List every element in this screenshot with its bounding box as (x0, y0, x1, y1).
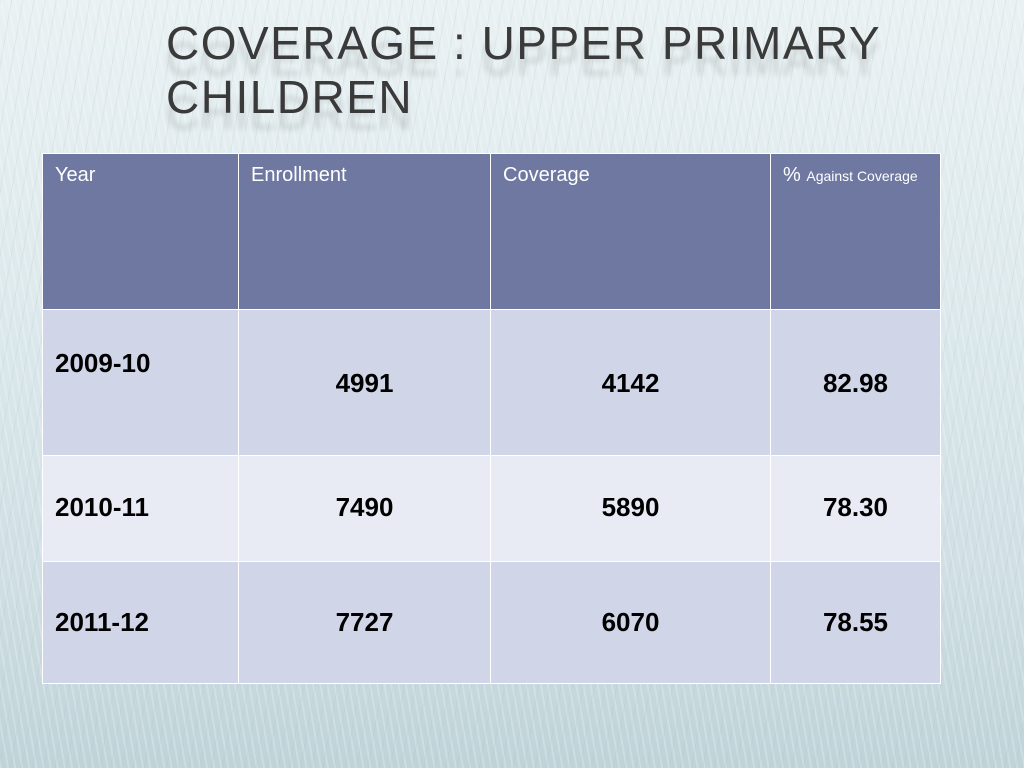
cell-coverage: 4142 (490, 309, 771, 456)
table-row: 2010-11 7490 5890 78.30 (42, 455, 941, 562)
header-enrollment: Enrollment (238, 153, 491, 310)
header-coverage: Coverage (490, 153, 771, 310)
cell-percent: 78.55 (770, 561, 941, 684)
cell-percent: 78.30 (770, 455, 941, 562)
table-row: 2011-12 7727 6070 78.55 (42, 561, 941, 684)
header-percent-against-coverage: % Against Coverage (770, 153, 941, 310)
cell-percent: 82.98 (770, 309, 941, 456)
header-year: Year (42, 153, 239, 310)
cell-coverage: 6070 (490, 561, 771, 684)
coverage-table: Year Enrollment Coverage % Against Cover… (42, 153, 941, 684)
cell-year: 2009-10 (42, 309, 239, 456)
slide-title: COVERAGE : UPPER PRIMARY CHILDREN (166, 17, 881, 123)
cell-enrollment: 4991 (238, 309, 491, 456)
header-percent-label: Against Coverage (806, 168, 918, 184)
cell-coverage: 5890 (490, 455, 771, 562)
cell-year: 2011-12 (42, 561, 239, 684)
table-row: 2009-10 4991 4142 82.98 (42, 309, 941, 456)
cell-enrollment: 7490 (238, 455, 491, 562)
cell-enrollment: 7727 (238, 561, 491, 684)
table-header-row: Year Enrollment Coverage % Against Cover… (42, 153, 941, 310)
cell-year: 2010-11 (42, 455, 239, 562)
header-percent-symbol: % (783, 164, 801, 186)
